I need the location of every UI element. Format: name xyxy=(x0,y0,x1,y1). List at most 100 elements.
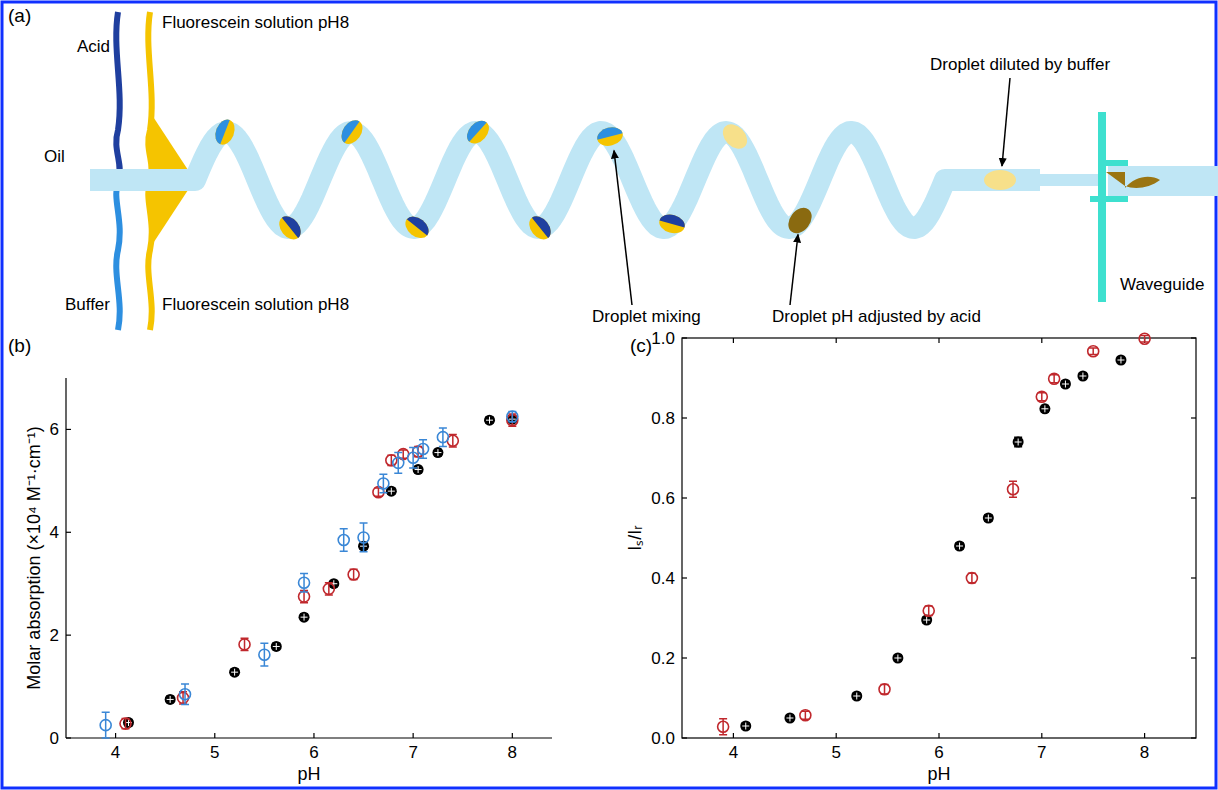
point xyxy=(100,720,111,731)
arrow xyxy=(790,235,798,305)
x-tick xyxy=(938,733,939,738)
x-axis-title: pH xyxy=(927,764,950,784)
point xyxy=(954,541,965,552)
x-axis-title: pH xyxy=(297,764,320,784)
error-bar xyxy=(1038,393,1046,401)
annotation: Droplet mixing xyxy=(592,307,701,326)
x-tick xyxy=(413,733,414,738)
point xyxy=(1008,484,1019,495)
point xyxy=(378,478,389,489)
error-bar xyxy=(181,684,189,705)
droplet xyxy=(401,212,433,242)
y-tick-label: 0 xyxy=(50,729,59,748)
point xyxy=(180,689,191,700)
x-tick xyxy=(512,733,513,738)
droplet xyxy=(275,212,305,244)
inlet-label: Oil xyxy=(44,147,65,166)
inlet-label: Fluorescein solution pH8 xyxy=(162,295,349,314)
point xyxy=(408,452,419,463)
error-bar xyxy=(1050,375,1058,383)
series xyxy=(120,414,518,729)
y-tick-label: 0.4 xyxy=(651,569,675,588)
y-tick-label: 2 xyxy=(50,626,59,645)
error-bar xyxy=(409,447,417,468)
plot-area xyxy=(100,411,518,738)
y-tick xyxy=(1191,657,1196,658)
point xyxy=(1039,403,1050,414)
inlet-label: Acid xyxy=(77,37,110,56)
point xyxy=(338,535,349,546)
droplet xyxy=(657,212,687,236)
point xyxy=(892,653,903,664)
point xyxy=(484,415,495,426)
x-tick xyxy=(938,338,939,343)
error-bar xyxy=(925,606,933,616)
x-tick-label: 6 xyxy=(309,743,318,762)
y-tick xyxy=(1191,497,1196,498)
point xyxy=(413,464,424,475)
error-bar xyxy=(102,712,110,738)
y-tick xyxy=(1191,577,1196,578)
point xyxy=(229,667,240,678)
point xyxy=(1013,437,1024,448)
point xyxy=(239,639,250,650)
y-tick xyxy=(682,737,687,738)
arrow xyxy=(614,151,632,305)
point xyxy=(120,718,131,729)
error-bar xyxy=(350,569,358,579)
buffer-inlet xyxy=(116,182,119,330)
point xyxy=(966,573,977,584)
diagram: (a)AcidFluorescein solution pH8OilBuffer… xyxy=(8,5,1218,330)
y-tick xyxy=(66,737,71,738)
error-bar xyxy=(300,573,308,592)
series xyxy=(123,414,518,728)
point xyxy=(165,694,176,705)
point xyxy=(1036,391,1047,402)
x-tick xyxy=(1041,733,1042,738)
series xyxy=(740,355,1126,732)
x-tick xyxy=(1144,733,1145,738)
error-bar xyxy=(340,529,348,552)
x-tick xyxy=(1041,338,1042,343)
x-tick-label: 7 xyxy=(1037,743,1046,762)
x-tick xyxy=(836,338,837,343)
point xyxy=(983,513,994,524)
y-tick xyxy=(682,657,687,658)
droplet xyxy=(984,170,1016,190)
x-tick-label: 6 xyxy=(934,743,943,762)
point xyxy=(323,583,334,594)
point xyxy=(1139,333,1150,344)
y-tick xyxy=(682,417,687,418)
inlet-label: Fluorescein solution pH8 xyxy=(162,13,349,32)
waveguide xyxy=(1098,112,1106,302)
x-tick xyxy=(733,338,734,343)
point xyxy=(1060,379,1071,390)
error-bar xyxy=(968,573,976,583)
series xyxy=(100,411,518,738)
y-tick-label: 4 xyxy=(50,523,59,542)
point xyxy=(358,532,369,543)
point xyxy=(299,577,310,588)
error-bar xyxy=(881,684,889,694)
chart: (b)456780246pHMolar absorption (×10⁴ M⁻¹… xyxy=(8,335,552,784)
y-tick xyxy=(1191,337,1196,338)
y-tick-label: 0.2 xyxy=(651,649,675,668)
y-axis-title: Molar absorption (×10⁴ M⁻¹·cm⁻¹) xyxy=(24,426,44,689)
error-bar xyxy=(439,428,447,447)
x-tick-label: 4 xyxy=(111,743,120,762)
error-bar xyxy=(379,474,387,493)
x-tick-label: 5 xyxy=(210,743,219,762)
error-bar xyxy=(260,643,268,666)
point xyxy=(718,721,729,732)
error-bar xyxy=(1089,348,1097,354)
inlet-wedge xyxy=(150,112,188,170)
chart: (c)456780.00.20.40.60.81.0pHIₛ/Iᵣ xyxy=(625,329,1196,784)
channel-neck xyxy=(1035,174,1100,186)
y-tick xyxy=(1191,737,1196,738)
point xyxy=(432,447,443,458)
x-tick-label: 5 xyxy=(831,743,840,762)
droplet xyxy=(718,120,752,154)
annotation: Droplet diluted by buffer xyxy=(930,55,1111,74)
y-tick-label: 0.6 xyxy=(651,489,675,508)
droplet xyxy=(337,116,367,148)
